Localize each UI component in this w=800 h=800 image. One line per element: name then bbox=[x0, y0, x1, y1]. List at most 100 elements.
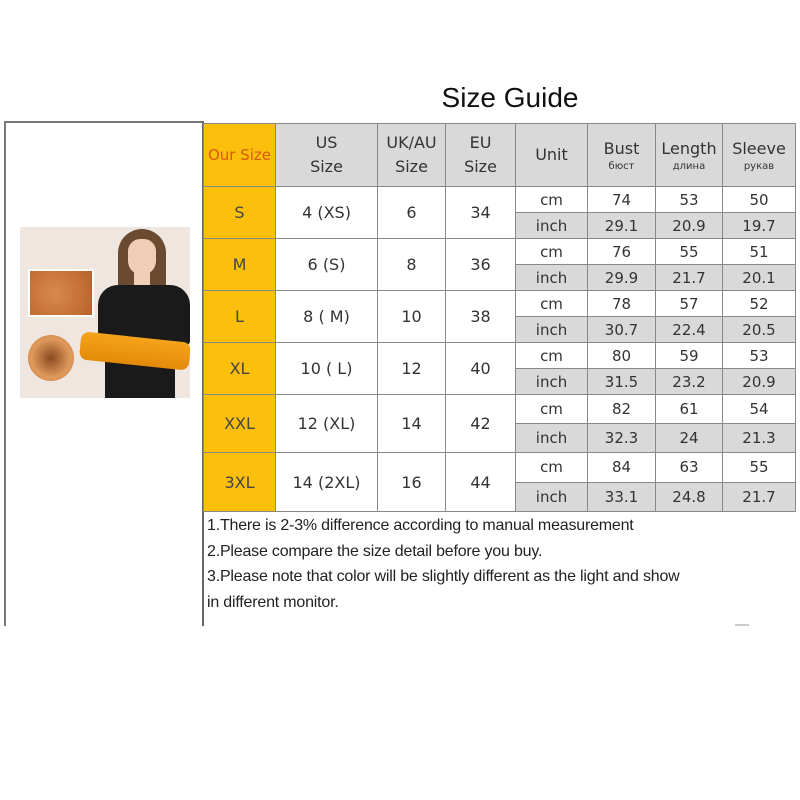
length-cell: 21.7 bbox=[655, 264, 723, 291]
bust-cell: 29.9 bbox=[587, 264, 656, 291]
length-cell: 24 bbox=[655, 423, 723, 453]
sleeve-cell: 52 bbox=[722, 290, 796, 317]
length-cell: 53 bbox=[655, 186, 723, 213]
length-cell: 22.4 bbox=[655, 316, 723, 343]
note-1: 1.There is 2-3% difference according to … bbox=[207, 517, 634, 534]
unit-cell: cm bbox=[515, 186, 588, 213]
unit-cell: cm bbox=[515, 342, 588, 369]
unit-cell: cm bbox=[515, 394, 588, 424]
us-size-cell: 4 (XS) bbox=[275, 186, 378, 239]
unit-cell: cm bbox=[515, 290, 588, 317]
header-uk-line1: UK/AU bbox=[386, 133, 437, 152]
sleeve-cell: 53 bbox=[722, 342, 796, 369]
fleece-swatch-square bbox=[28, 269, 94, 317]
length-cell: 55 bbox=[655, 238, 723, 265]
header-eu-line1: EU bbox=[469, 133, 492, 152]
note-2: 2.Please compare the size detail before … bbox=[207, 542, 543, 560]
length-cell: 24.8 bbox=[655, 481, 723, 512]
unit-cell: inch bbox=[515, 368, 588, 395]
length-cell: 57 bbox=[655, 290, 723, 317]
sleeve-cell: 54 bbox=[722, 394, 796, 424]
header-uk-line2: Size bbox=[395, 157, 428, 176]
our-size-cell: L bbox=[203, 290, 276, 343]
header-length-ru: длина bbox=[672, 161, 706, 172]
uk-size-cell: 16 bbox=[377, 452, 446, 512]
header-sleeve-en: Sleeve bbox=[732, 139, 786, 158]
eu-size-cell: 36 bbox=[445, 238, 516, 291]
header-row: Our Size US Size UK/AU Size EU Size Unit Bu… bbox=[203, 123, 796, 187]
eu-size-cell: 42 bbox=[445, 394, 516, 453]
header-unit: Unit bbox=[515, 123, 588, 187]
length-cell: 20.9 bbox=[655, 212, 723, 239]
sleeve-cell: 21.7 bbox=[722, 481, 796, 512]
size-row-cm: XL 10 ( L) 12 40 cm 80 59 53 bbox=[203, 342, 796, 395]
unit-cell: inch bbox=[515, 423, 588, 453]
size-row-cm: 3XL 14 (2XL) 16 44 cm 84 63 55 bbox=[203, 452, 796, 512]
uk-size-cell: 8 bbox=[377, 238, 446, 291]
bust-cell: 78 bbox=[587, 290, 656, 317]
header-us-line1: US bbox=[315, 133, 338, 152]
length-cell: 59 bbox=[655, 342, 723, 369]
note-3-cont: in different monitor. bbox=[207, 594, 339, 612]
bust-cell: 29.1 bbox=[587, 212, 656, 239]
sleeve-cell: 50 bbox=[722, 186, 796, 213]
sleeve-cell: 51 bbox=[722, 238, 796, 265]
uk-size-cell: 6 bbox=[377, 186, 446, 239]
our-size-cell: XXL bbox=[203, 394, 276, 453]
length-cell: 61 bbox=[655, 394, 723, 424]
sleeve-cell: 19.7 bbox=[722, 212, 796, 239]
unit-cell: inch bbox=[515, 316, 588, 343]
header-length-en: Length bbox=[661, 139, 717, 158]
bust-cell: 32.3 bbox=[587, 423, 656, 453]
eu-size-cell: 44 bbox=[445, 452, 516, 512]
bust-cell: 74 bbox=[587, 186, 656, 213]
our-size-cell: S bbox=[203, 186, 276, 239]
unit-cell: cm bbox=[515, 238, 588, 265]
uk-size-cell: 14 bbox=[377, 394, 446, 453]
size-row-inch: inch 29.1 20.9 19.7 bbox=[204, 212, 796, 239]
unit-cell: inch bbox=[515, 481, 588, 512]
uk-size-cell: 12 bbox=[377, 342, 446, 395]
page-title: Size Guide bbox=[441, 82, 579, 113]
bust-cell: 84 bbox=[587, 452, 656, 483]
sleeve-cell: 20.5 bbox=[722, 316, 796, 343]
header-eu-line2: Size bbox=[464, 157, 497, 176]
us-size-cell: 12 (XL) bbox=[275, 394, 378, 453]
bust-cell: 30.7 bbox=[587, 316, 656, 343]
bust-cell: 80 bbox=[587, 342, 656, 369]
header-bust-en: Bust bbox=[603, 139, 640, 158]
unit-cell: cm bbox=[515, 452, 588, 483]
bust-cell: 33.1 bbox=[587, 481, 656, 512]
header-sleeve-ru: рукав bbox=[743, 161, 775, 172]
eu-size-cell: 34 bbox=[445, 186, 516, 239]
eu-size-cell: 38 bbox=[445, 290, 516, 343]
header-eu-size: EU Size bbox=[445, 123, 516, 187]
us-size-cell: 6 (S) bbox=[275, 238, 378, 291]
header-us-size: US Size bbox=[275, 123, 378, 187]
us-size-cell: 8 ( M) bbox=[275, 290, 378, 343]
header-length: Length длина bbox=[655, 123, 723, 187]
product-photo bbox=[20, 227, 190, 398]
our-size-cell: M bbox=[203, 238, 276, 291]
divider bbox=[735, 624, 749, 626]
length-cell: 23.2 bbox=[655, 368, 723, 395]
header-bust: Bust бюст bbox=[587, 123, 656, 187]
header-us-line2: Size bbox=[310, 157, 343, 176]
our-size-cell: XL bbox=[203, 342, 276, 395]
unit-cell: inch bbox=[515, 212, 588, 239]
header-our-size: Our Size bbox=[203, 123, 276, 187]
sleeve-cell: 21.3 bbox=[722, 423, 796, 453]
unit-cell: inch bbox=[515, 264, 588, 291]
bust-cell: 82 bbox=[587, 394, 656, 424]
size-row-inch: inch 31.5 23.2 20.9 bbox=[204, 368, 796, 395]
bust-cell: 31.5 bbox=[587, 368, 656, 395]
model-face bbox=[128, 239, 156, 275]
model-neck bbox=[134, 271, 150, 287]
note-3: 3.Please note that color will be slightl… bbox=[207, 568, 680, 586]
header-uk-size: UK/AU Size bbox=[377, 123, 446, 187]
size-row-inch: inch 33.1 24.8 21.7 bbox=[204, 481, 796, 512]
us-size-cell: 14 (2XL) bbox=[275, 452, 378, 512]
